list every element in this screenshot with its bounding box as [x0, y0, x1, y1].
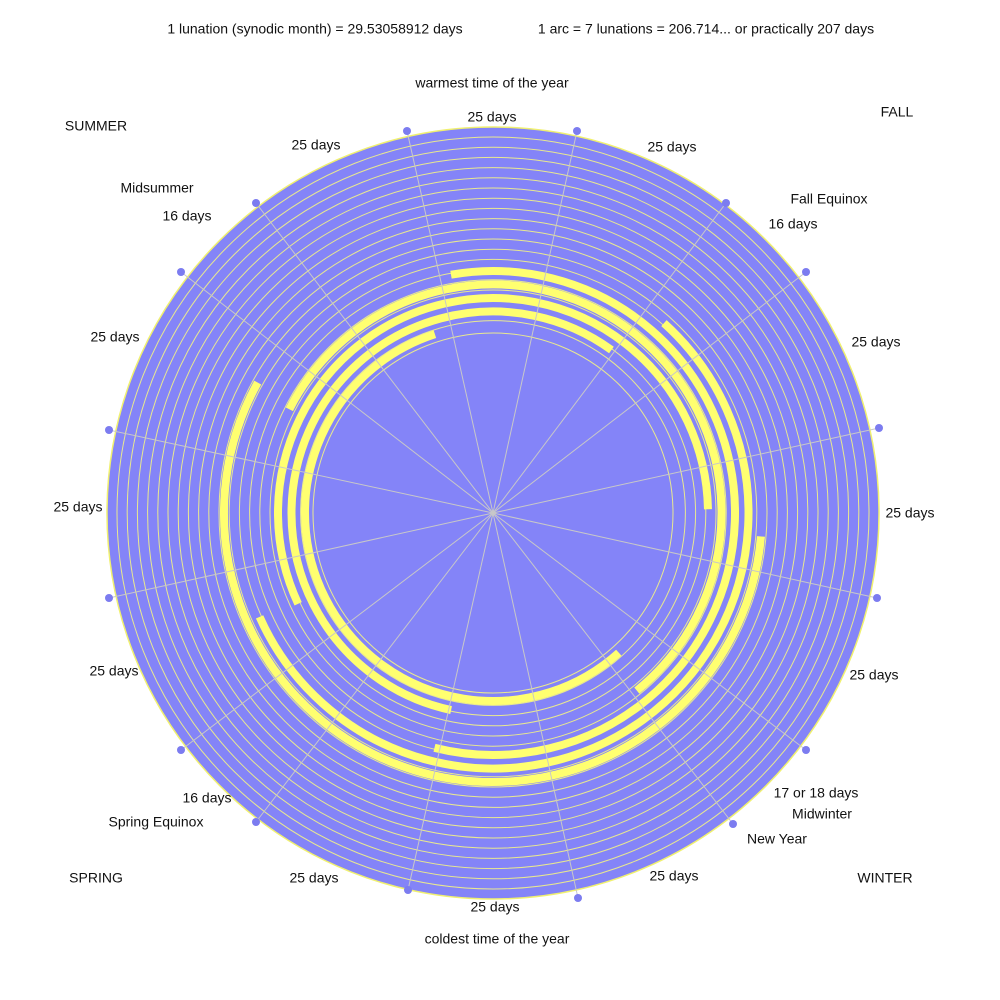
segment-label: 17 or 18 days [774, 785, 859, 801]
ring [157, 177, 829, 849]
ring [269, 289, 717, 737]
spoke [492, 202, 727, 514]
label: Midwinter [792, 806, 852, 822]
ring [208, 228, 778, 798]
spoke [108, 512, 494, 599]
ring [147, 167, 839, 859]
label: coldest time of the year [425, 931, 570, 947]
label: warmest time of the year [414, 75, 569, 91]
spoke-dot [404, 886, 412, 894]
segment-label: 16 days [182, 790, 231, 806]
segment-label: 25 days [885, 505, 934, 521]
segment-label: 25 days [289, 870, 338, 886]
lunation-arc [285, 280, 726, 694]
spoke [492, 512, 579, 899]
spoke-dot [252, 818, 260, 826]
segment-label: 25 days [89, 663, 138, 679]
spoke-dot [177, 268, 185, 276]
spoke [492, 512, 807, 751]
segment-label: 25 days [851, 334, 900, 350]
spoke [108, 429, 494, 514]
spoke-dot [802, 268, 810, 276]
spoke [406, 130, 494, 514]
spoke [180, 512, 494, 751]
spoke [492, 130, 578, 514]
spoke-dot [722, 199, 730, 207]
header-text: 1 lunation (synodic month) = 29.53058912… [167, 21, 462, 37]
ring [198, 218, 788, 808]
season: FALL [881, 104, 914, 120]
spoke-dot [177, 746, 185, 754]
ring [177, 197, 809, 829]
season: SUMMER [65, 118, 127, 134]
spoke [492, 512, 734, 825]
lunation-arc [255, 320, 753, 773]
spoke-dot [729, 820, 737, 828]
segment-label: 16 days [162, 208, 211, 224]
segment-label: 25 days [90, 329, 139, 345]
lunation-arc [287, 307, 614, 715]
header-text: 1 arc = 7 lunations = 206.714... or prac… [538, 21, 874, 37]
segment-label: 16 days [768, 216, 817, 232]
spokes [105, 127, 883, 902]
spoke-dot [105, 594, 113, 602]
label: Fall Equinox [790, 191, 867, 207]
spoke-dot [873, 594, 881, 602]
segment-label: 25 days [649, 868, 698, 884]
ring [187, 207, 799, 819]
ring [300, 320, 686, 706]
spoke-dot [802, 746, 810, 754]
spoke-dot [875, 424, 883, 432]
segment-label: 25 days [470, 899, 519, 915]
spoke [407, 512, 494, 891]
ring [228, 248, 758, 778]
segment-label: 25 days [467, 109, 516, 125]
segment-label: 25 days [647, 139, 696, 155]
spoke [180, 271, 494, 514]
spoke [492, 271, 807, 514]
spoke [492, 427, 880, 514]
label: Spring Equinox [109, 814, 204, 830]
lunation-arc [433, 267, 739, 759]
ring [218, 238, 768, 788]
spoke-dot [252, 199, 260, 207]
spoke [255, 512, 494, 823]
ring [136, 156, 850, 870]
segment-label: 25 days [849, 667, 898, 683]
ring [126, 146, 860, 880]
spoke-dot [403, 127, 411, 135]
spoke-dot [574, 894, 582, 902]
spoke [492, 512, 878, 599]
ring [259, 279, 727, 747]
spoke-dot [573, 127, 581, 135]
ring [116, 136, 870, 890]
season: WINTER [857, 870, 912, 886]
segment-label: 25 days [291, 137, 340, 153]
lunation-arc [301, 330, 622, 705]
ring [167, 187, 819, 839]
label: Midsummer [120, 180, 193, 196]
spoke [255, 202, 494, 514]
spoke-dot [105, 426, 113, 434]
season: SPRING [69, 870, 123, 886]
lunation-arc [274, 294, 712, 606]
segment-label: 25 days [53, 499, 102, 515]
label: New Year [747, 831, 807, 847]
